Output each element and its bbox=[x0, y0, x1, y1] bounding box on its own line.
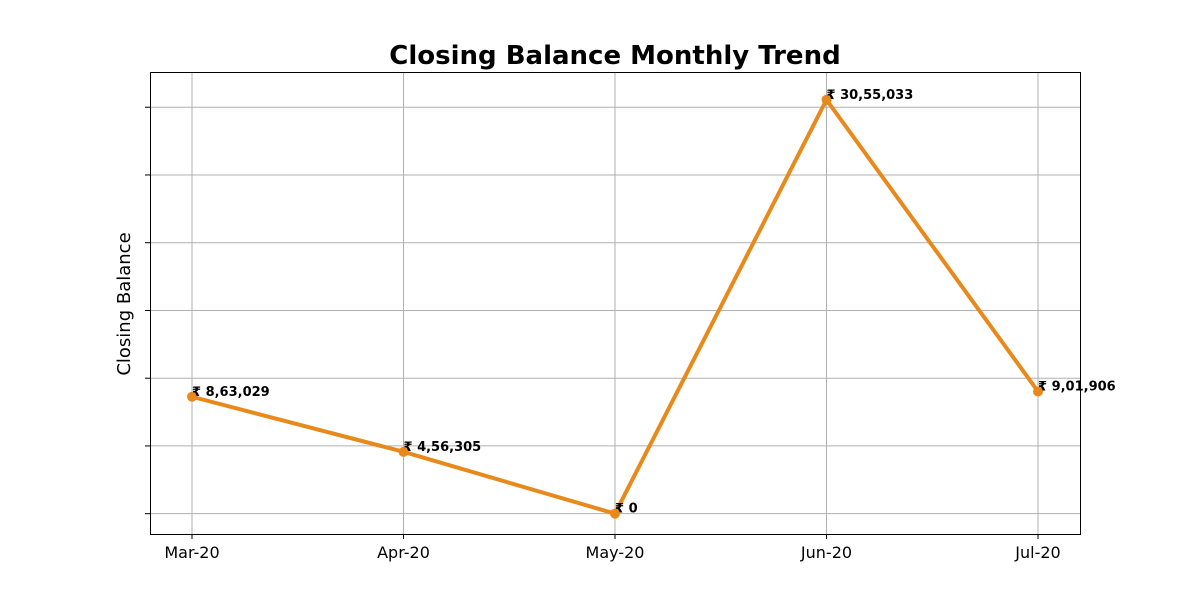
grid-lines bbox=[150, 72, 1080, 534]
data-point bbox=[610, 508, 620, 519]
data-point bbox=[187, 391, 197, 402]
data-label: ₹ 4,56,305 bbox=[404, 440, 482, 455]
data-point bbox=[821, 94, 832, 105]
plot-frame bbox=[150, 72, 1081, 535]
series-layer bbox=[187, 94, 1043, 519]
x-tick-label: Mar-20 bbox=[164, 543, 219, 562]
x-tick-label: Apr-20 bbox=[377, 543, 430, 562]
chart-title: Closing Balance Monthly Trend bbox=[389, 41, 840, 71]
axis-ticks bbox=[145, 106, 1039, 539]
x-tick-label: Jul-20 bbox=[1014, 543, 1060, 562]
data-point bbox=[398, 446, 409, 457]
data-label: ₹ 9,01,906 bbox=[1038, 379, 1116, 394]
x-tick-label: Jun-20 bbox=[800, 543, 852, 562]
x-tick-labels: Mar-20 Apr-20 May-20 Jun-20 Jul-20 bbox=[164, 543, 1060, 562]
y-axis-label: Closing Balance bbox=[114, 232, 135, 375]
data-label: ₹ 0 bbox=[615, 502, 638, 517]
data-point bbox=[1033, 386, 1043, 397]
data-label: ₹ 30,55,033 bbox=[827, 88, 914, 103]
data-labels: ₹ 8,63,029 ₹ 4,56,305 ₹ 0 ₹ 30,55,033 ₹ 9,01… bbox=[192, 88, 1116, 517]
x-tick-label: May-20 bbox=[586, 543, 645, 562]
data-label: ₹ 8,63,029 bbox=[192, 385, 270, 400]
